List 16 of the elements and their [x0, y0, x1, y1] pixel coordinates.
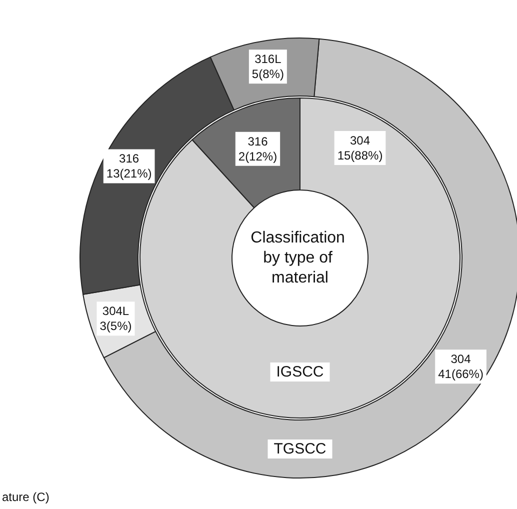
data-label: 5(8%) — [252, 67, 284, 82]
slice-label: 304L — [102, 304, 130, 318]
text: Classification by type of material — [250, 230, 350, 286]
data-label: 2(12%) — [238, 149, 278, 164]
slice-label: 316L — [254, 52, 282, 66]
slice-label: 304 — [450, 352, 472, 366]
data-label: 13(21%) — [106, 166, 152, 181]
data-label: 3(5%) — [100, 319, 132, 334]
text: IGSCC — [276, 364, 324, 380]
slice-label: 316 — [119, 152, 140, 166]
slice-label: 316 — [248, 134, 268, 148]
data-label: 41(66%) — [438, 367, 484, 382]
data-label: 15(88%) — [337, 148, 383, 162]
text: ature (C) — [2, 490, 50, 504]
text: TGSCC — [274, 440, 326, 458]
slice-label: 304 — [350, 134, 370, 148]
